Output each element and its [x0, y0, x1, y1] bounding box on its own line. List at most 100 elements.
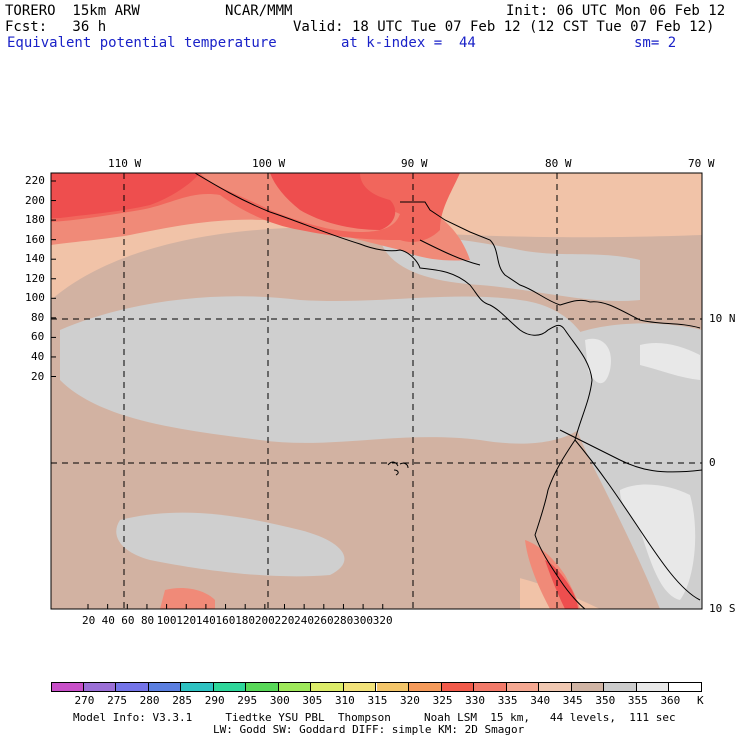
colorbar-swatch [539, 682, 572, 692]
center-title: NCAR/MMM [225, 3, 293, 19]
colorbar-swatch [148, 682, 182, 692]
colorbar-label-340: 340 [530, 694, 551, 707]
y-label-140: 140 [25, 252, 45, 266]
colorbar-swatch [83, 682, 117, 692]
y-label-40: 40 [31, 349, 45, 363]
model-info-line1: Model Info: V3.3.1 Tiedtke YSU PBL Thomp… [73, 711, 676, 724]
colorbar-swatch [311, 682, 344, 692]
colorbar-label-325: 325 [432, 694, 453, 707]
colorbar-label-350: 350 [595, 694, 616, 707]
band-350-d [116, 512, 345, 577]
lon-label-110w: 110 W [108, 157, 142, 170]
y-label-60: 60 [31, 330, 45, 344]
colorbar-label-360: 360 [660, 694, 681, 707]
colorbar-label-275: 275 [107, 694, 127, 707]
x-label-20: 20 [82, 614, 96, 627]
colorbar-swatch [343, 682, 377, 692]
border-a [559, 429, 702, 473]
y-label-100: 100 [25, 291, 45, 305]
colorbar-swatch [51, 682, 84, 692]
lon-label-80w: 80 W [545, 157, 572, 170]
x-label-160: 160 [215, 614, 236, 627]
x-label-60: 60 [121, 614, 135, 627]
map-frame [50, 172, 703, 610]
colorbar-swatch [278, 682, 312, 692]
colorbar-label-305: 305 [302, 694, 323, 707]
colorbar-swatch [506, 682, 540, 692]
x-label-120: 120 [176, 614, 197, 627]
colorbar-label-K: K [697, 694, 704, 707]
lat-label-10s: 10 S [709, 602, 736, 615]
x-label-140: 140 [195, 614, 216, 627]
model-title: TORERO 15km ARW [5, 3, 140, 19]
colorbar-swatch [116, 682, 149, 692]
forecast-hour: Fcst: 36 h [5, 19, 107, 35]
colorbar-label-345: 345 [562, 694, 583, 707]
band-335-north [51, 173, 396, 230]
init-time: Init: 06 UTC Mon 06 Feb 12 [506, 3, 726, 19]
band-335-coast [545, 560, 578, 609]
valid-time: Valid: 18 UTC Tue 07 Feb 12 (12 CST Tue … [293, 19, 715, 35]
y-label-80: 80 [31, 310, 45, 324]
band-355-c [640, 343, 700, 380]
colorbar-swatch [441, 682, 475, 692]
lon-label-100w: 100 W [252, 157, 286, 170]
colorbar-swatch [181, 682, 214, 692]
y-label-200: 200 [25, 193, 45, 207]
colorbar-label-355: 355 [627, 694, 648, 707]
coastline-mexico [194, 173, 566, 336]
border-c [419, 239, 481, 266]
colorbar-label-285: 285 [172, 694, 193, 707]
x-label-240: 240 [294, 614, 315, 627]
colorbar-frame [51, 682, 702, 692]
x-label-260: 260 [313, 614, 334, 627]
y-label-160: 160 [25, 232, 45, 246]
colorbar-label-320: 320 [400, 694, 420, 707]
y-label-180: 180 [25, 213, 45, 227]
smoothing-value: sm= 2 [634, 35, 677, 51]
colorbar-swatch [571, 682, 605, 692]
coastline-caribbean-sa [589, 301, 701, 329]
colorbar-swatch [474, 682, 507, 692]
x-label-280: 280 [333, 614, 354, 627]
y-label-120: 120 [25, 271, 45, 285]
colorbar-swatch [409, 682, 442, 692]
y-label-220: 220 [25, 174, 45, 187]
axis-ticks [51, 180, 384, 609]
x-label-200: 200 [254, 614, 275, 627]
theta-e-field [51, 173, 702, 609]
x-label-100: 100 [156, 614, 177, 627]
colorbar-label-335: 335 [497, 694, 518, 707]
colorbar-label-310: 310 [334, 694, 355, 707]
colorbar-label-295: 295 [237, 694, 258, 707]
x-label-80: 80 [140, 614, 155, 627]
lat-label-10n: 10 N [709, 312, 736, 325]
colorbar-swatch [604, 682, 637, 692]
graticule [51, 173, 702, 609]
galapagos-coast [387, 461, 409, 476]
field-name: Equivalent potential temperature [7, 35, 277, 51]
colorbar-swatch [213, 682, 247, 692]
x-label-220: 220 [274, 614, 295, 627]
coastlines [194, 173, 702, 609]
colorbar-label-290: 290 [204, 694, 225, 707]
band-325-sw [160, 588, 215, 609]
colorbar-label-280: 280 [139, 694, 160, 707]
y-label-20: 20 [31, 369, 45, 383]
colorbar-label-270: 270 [74, 694, 95, 707]
border-b [574, 439, 701, 601]
band-350-a [60, 296, 600, 444]
band-355-b [620, 484, 696, 600]
coastline-south-america [534, 329, 593, 609]
x-label-320: 320 [372, 614, 393, 627]
colorbar-swatch [636, 682, 670, 692]
colorbar-swatch [246, 682, 279, 692]
model-info-line2: LW: Godd SW: Goddard DIFF: simple KM: 2D… [213, 723, 525, 736]
lon-label-90w: 90 W [401, 157, 428, 170]
lon-label-70w: 70 W [688, 157, 715, 170]
band-355-a [585, 338, 611, 384]
colorbar-label-300: 300 [269, 694, 290, 707]
colorbar-label-315: 315 [367, 694, 388, 707]
colorbar-label-330: 330 [465, 694, 486, 707]
